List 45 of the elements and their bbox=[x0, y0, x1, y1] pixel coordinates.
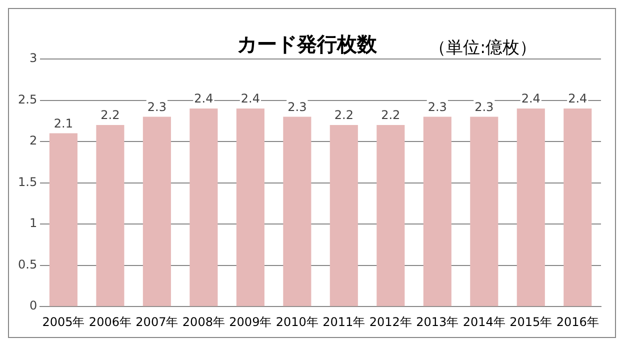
x-tick-label: 2011年 bbox=[322, 314, 366, 329]
bar bbox=[470, 116, 498, 306]
data-label: 2.4 bbox=[194, 92, 214, 106]
x-tick-label: 2006年 bbox=[88, 314, 132, 329]
chart-title: カード発行枚数 bbox=[237, 31, 377, 58]
x-tick-label: 2012年 bbox=[369, 314, 412, 329]
bar bbox=[564, 108, 592, 306]
data-label: 2.3 bbox=[288, 100, 307, 114]
y-tick-label: 2.5 bbox=[18, 92, 38, 106]
y-tick-label: 2 bbox=[29, 134, 38, 148]
data-label: 2.2 bbox=[100, 108, 120, 122]
bar bbox=[49, 133, 78, 306]
bar bbox=[330, 125, 358, 306]
data-label: 2.3 bbox=[474, 100, 494, 114]
bar bbox=[142, 116, 171, 306]
y-tick-label: 3 bbox=[29, 51, 38, 66]
y-tick-label: 1 bbox=[29, 216, 38, 230]
y-tick-label: 0.5 bbox=[18, 257, 38, 272]
bar bbox=[190, 108, 218, 306]
data-label: 2.2 bbox=[381, 108, 400, 122]
x-tick-label: 2007年 bbox=[136, 314, 178, 329]
data-label: 2.3 bbox=[428, 100, 447, 114]
data-label: 2.4 bbox=[521, 92, 540, 106]
bar bbox=[236, 108, 264, 306]
data-label: 2.3 bbox=[147, 100, 166, 114]
data-label: 2.2 bbox=[334, 108, 354, 122]
x-tick-label: 2015年 bbox=[510, 314, 552, 329]
data-label: 2.4 bbox=[240, 92, 260, 106]
x-tick-label: 2005年 bbox=[42, 314, 85, 329]
bar bbox=[96, 125, 124, 306]
x-tick-label: 2010年 bbox=[276, 314, 318, 329]
y-tick-label: 1.5 bbox=[18, 174, 38, 189]
bar bbox=[283, 116, 312, 306]
x-tick-label: 2016年 bbox=[556, 314, 599, 329]
y-tick-label: 0 bbox=[29, 298, 38, 313]
x-tick-label: 2008年 bbox=[182, 314, 225, 329]
x-tick-label: 2009年 bbox=[229, 314, 272, 329]
bar bbox=[516, 108, 545, 306]
data-label: 2.4 bbox=[568, 92, 588, 106]
data-label: 2.1 bbox=[54, 116, 73, 130]
x-tick-label: 2014年 bbox=[462, 314, 506, 329]
bar bbox=[423, 116, 452, 306]
bar bbox=[376, 125, 405, 306]
chart-subtitle: （単位:億枚） bbox=[429, 37, 537, 59]
x-tick-label: 2013年 bbox=[416, 314, 459, 329]
